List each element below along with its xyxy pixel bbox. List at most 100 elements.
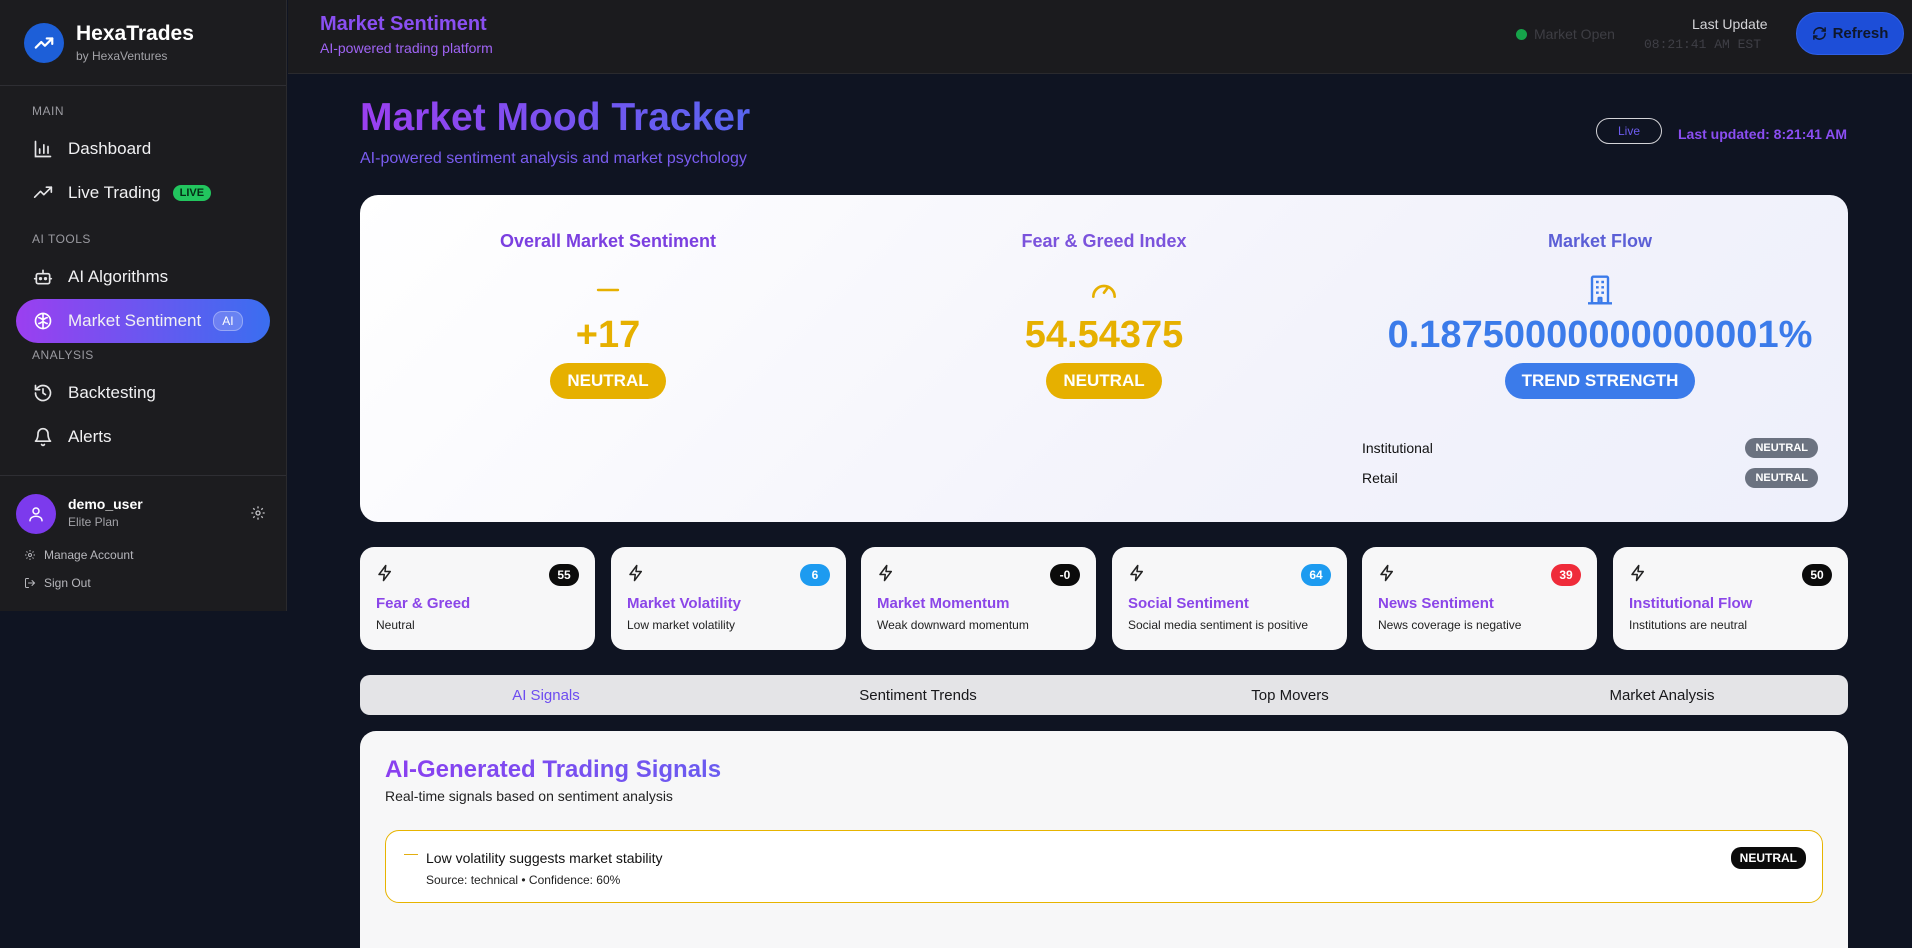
sidebar-item-backtesting[interactable]: Backtesting (16, 371, 270, 415)
lightning-icon (1629, 564, 1647, 587)
tab-ai-signals[interactable]: AI Signals (512, 686, 580, 704)
avatar[interactable] (16, 494, 56, 534)
sign-out-label: Sign Out (44, 576, 91, 590)
metric-value-badge: 39 (1551, 564, 1581, 586)
sidebar-item-market-sentiment[interactable]: Market Sentiment AI (16, 299, 270, 343)
sidebar-item-alerts[interactable]: Alerts (16, 415, 270, 459)
settings-icon (24, 549, 36, 561)
brand-logo-icon (24, 22, 64, 63)
last-update-label: Last Update (1692, 16, 1768, 32)
sign-out-icon (24, 577, 36, 589)
manage-account-label: Manage Account (44, 548, 134, 562)
gauge-icon (856, 274, 1352, 306)
nav-section-ai-tools: AI TOOLS (32, 232, 91, 246)
signal-text: Low volatility suggests market stability (426, 850, 663, 866)
status-dot-icon (1516, 28, 1527, 40)
metric-title: Social Sentiment (1128, 595, 1249, 612)
top-bar: Market Sentiment AI-powered trading plat… (288, 0, 1912, 74)
tab-market-analysis[interactable]: Market Analysis (1609, 686, 1715, 704)
metric-card-social-sentiment[interactable]: 64 Social Sentiment Social media sentime… (1112, 547, 1347, 650)
sidebar-item-ai-algorithms[interactable]: AI Algorithms (16, 255, 270, 299)
minus-icon: — (404, 845, 418, 861)
signals-subtitle: Real-time signals based on sentiment ana… (385, 788, 673, 804)
tab-sentiment-trends[interactable]: Sentiment Trends (859, 686, 977, 704)
market-flow-title: Market Flow (1547, 231, 1653, 251)
lightning-icon (376, 564, 394, 587)
sidebar-item-dashboard[interactable]: Dashboard (16, 127, 270, 171)
fear-greed-value: 54.54375 (1024, 314, 1184, 356)
live-indicator: Live (1596, 118, 1662, 144)
overall-sentiment-panel: Overall Market Sentiment +17 NEUTRAL (360, 195, 856, 399)
last-update-value: 08:21:41 AM EST (1644, 37, 1762, 52)
ai-badge: AI (213, 311, 243, 331)
nav-section-analysis: ANALYSIS (32, 348, 94, 362)
metric-value-badge: -0 (1050, 564, 1080, 586)
bell-icon (32, 426, 54, 448)
sidebar-item-label: AI Algorithms (68, 267, 169, 286)
metric-card-market-momentum[interactable]: -0 Market Momentum Weak downward momentu… (861, 547, 1096, 650)
metric-card-news-sentiment[interactable]: 39 News Sentiment News coverage is negat… (1362, 547, 1597, 650)
sentiment-overview-card: Overall Market Sentiment +17 NEUTRAL Fea… (360, 195, 1848, 522)
sidebar-item-label: Dashboard (68, 139, 152, 158)
history-icon (32, 382, 54, 404)
lightning-icon (1378, 564, 1396, 587)
flow-row-tag: NEUTRAL (1745, 468, 1818, 488)
fear-greed-title: Fear & Greed Index (1021, 231, 1187, 251)
metric-card-market-volatility[interactable]: 6 Market Volatility Low market volatilit… (611, 547, 846, 650)
refresh-icon (1812, 26, 1827, 41)
market-flow-value: 0.18750000000000001% (1387, 314, 1813, 356)
robot-icon (32, 266, 54, 288)
sidebar-item-label: Backtesting (68, 383, 156, 402)
flow-row-label: Retail (1362, 470, 1398, 486)
metric-card-institutional-flow[interactable]: 50 Institutional Flow Institutions are n… (1613, 547, 1848, 650)
metric-description: Institutions are neutral (1629, 618, 1748, 632)
metric-description: Low market volatility (627, 618, 736, 632)
trend-strength-badge: TREND STRENGTH (1504, 363, 1696, 399)
lightning-icon (1128, 564, 1146, 587)
overall-sentiment-value: +17 (575, 314, 641, 356)
sidebar: HexaTrades by HexaVentures MAIN Dashboar… (0, 0, 287, 611)
lightning-icon (627, 564, 645, 587)
sidebar-item-live-trading[interactable]: Live Trading LIVE (16, 171, 270, 215)
metric-description: Weak downward momentum (877, 618, 1029, 632)
main-subheading: AI-powered sentiment analysis and market… (360, 150, 747, 167)
brand-subtitle: by HexaVentures (76, 49, 168, 63)
brand[interactable]: HexaTrades by HexaVentures (0, 0, 286, 86)
overall-sentiment-title: Overall Market Sentiment (499, 231, 717, 251)
building-icon (1352, 274, 1848, 306)
metric-title: Institutional Flow (1629, 595, 1753, 612)
metric-description: Social media sentiment is positive (1128, 618, 1309, 632)
metric-description: News coverage is negative (1378, 618, 1522, 632)
metric-card-fear-greed[interactable]: 55 Fear & Greed Neutral (360, 547, 595, 650)
tab-bar: AI Signals Sentiment Trends Top Movers M… (360, 675, 1848, 715)
refresh-button[interactable]: Refresh (1796, 12, 1904, 55)
bar-chart-icon (32, 138, 54, 160)
tab-top-movers[interactable]: Top Movers (1251, 686, 1329, 704)
lightning-icon (877, 564, 895, 587)
metric-value-badge: 6 (800, 564, 830, 586)
last-updated-text: Last updated: 8:21:41 AM (1678, 126, 1848, 142)
signal-meta: Source: technical • Confidence: 60% (426, 873, 621, 887)
overall-sentiment-badge: NEUTRAL (550, 363, 666, 399)
brain-icon (32, 310, 54, 332)
flow-row-institutional: Institutional NEUTRAL (1362, 438, 1818, 458)
main-heading: Market Mood Tracker (360, 96, 751, 139)
gear-icon[interactable] (250, 505, 266, 526)
signal-badge: NEUTRAL (1730, 847, 1806, 869)
market-status: Market Open (1516, 26, 1615, 42)
sign-out-link[interactable]: Sign Out (24, 576, 91, 590)
signals-panel: AI-Generated Trading Signals Real-time s… (360, 731, 1848, 948)
user-name: demo_user (68, 496, 143, 512)
nav-section-main: MAIN (32, 104, 64, 118)
flow-row-retail: Retail NEUTRAL (1362, 468, 1818, 488)
signal-item[interactable]: — Low volatility suggests market stabili… (385, 830, 1823, 903)
minus-icon (360, 274, 856, 306)
user-plan: Elite Plan (68, 515, 119, 529)
market-status-label: Market Open (1534, 26, 1615, 42)
metric-value-badge: 64 (1301, 564, 1331, 586)
metric-title: Market Momentum (877, 595, 1010, 612)
manage-account-link[interactable]: Manage Account (24, 548, 133, 562)
metric-title: News Sentiment (1378, 595, 1494, 612)
metric-title: Market Volatility (627, 595, 741, 612)
sidebar-item-label: Alerts (68, 427, 112, 446)
